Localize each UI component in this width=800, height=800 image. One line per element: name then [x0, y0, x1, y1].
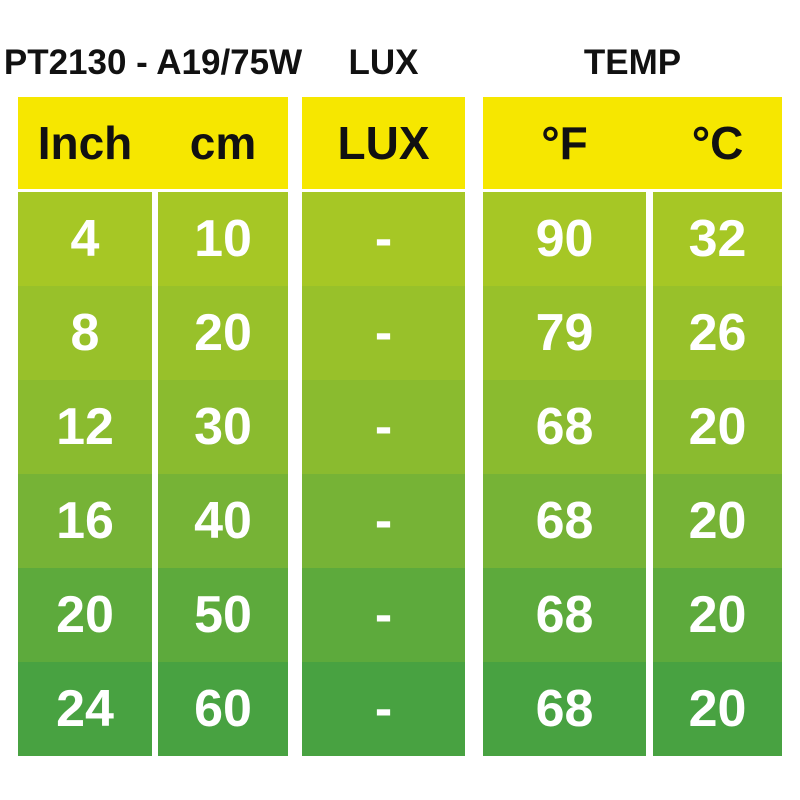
table-row: -: [302, 380, 465, 474]
table-row: 12 30: [18, 380, 288, 474]
table-row: 90 32: [483, 192, 782, 286]
temp-column-group: °F °C 90 32 79 26 68 20 68 20 68 20 68 20: [483, 97, 782, 756]
lux-rows: ------: [302, 192, 465, 756]
cell-fahrenheit-row1: 90: [483, 192, 646, 286]
cell-fahrenheit-row5: 68: [483, 568, 646, 662]
cell-celsius-row2: 26: [653, 286, 782, 380]
cell-inch-row2: 8: [18, 286, 152, 380]
celsius-column-header: °C: [691, 117, 744, 169]
cell-celsius-row1: 32: [653, 192, 782, 286]
table-row: 20 50: [18, 568, 288, 662]
temp-group-title: TEMP: [583, 43, 682, 82]
table-row: 8 20: [18, 286, 288, 380]
table-row: -: [302, 568, 465, 662]
cell-inch-row6: 24: [18, 662, 152, 756]
cell-inch-row4: 16: [18, 474, 152, 568]
table-row: 4 10: [18, 192, 288, 286]
temp-rows: 90 32 79 26 68 20 68 20 68 20 68 20: [483, 192, 782, 756]
cell-inch-row1: 4: [18, 192, 152, 286]
cm-column-header: cm: [189, 117, 257, 169]
table-row: 68 20: [483, 474, 782, 568]
cell-cm-row1: 10: [158, 192, 288, 286]
cell-lux-row5: -: [302, 568, 465, 662]
table-row: 68 20: [483, 568, 782, 662]
table-row: 16 40: [18, 474, 288, 568]
table-row: -: [302, 192, 465, 286]
cell-celsius-row4: 20: [653, 474, 782, 568]
table-row: -: [302, 286, 465, 380]
cell-celsius-row3: 20: [653, 380, 782, 474]
table-row: -: [302, 662, 465, 756]
table-row: 68 20: [483, 662, 782, 756]
lux-group-title: LUX: [348, 43, 419, 82]
inch-column-header: Inch: [37, 117, 133, 169]
cell-cm-row5: 50: [158, 568, 288, 662]
cell-fahrenheit-row2: 79: [483, 286, 646, 380]
cell-lux-row4: -: [302, 474, 465, 568]
cell-fahrenheit-row3: 68: [483, 380, 646, 474]
table-row: 68 20: [483, 380, 782, 474]
cell-fahrenheit-row6: 68: [483, 662, 646, 756]
fahrenheit-column-header: °F: [541, 117, 588, 169]
table-row: 79 26: [483, 286, 782, 380]
cell-cm-row4: 40: [158, 474, 288, 568]
cell-inch-row5: 20: [18, 568, 152, 662]
product-code-label: PT2130 - A19/75W: [3, 43, 303, 82]
lux-column-group: LUX ------: [302, 97, 465, 756]
cell-lux-row3: -: [302, 380, 465, 474]
distance-header-row: Inch cm: [18, 97, 288, 189]
lux-header-row: LUX: [302, 97, 465, 189]
cell-lux-row1: -: [302, 192, 465, 286]
distance-rows: 4 10 8 20 12 30 16 40 20 50 24 60: [18, 192, 288, 756]
cell-cm-row3: 30: [158, 380, 288, 474]
cell-lux-row2: -: [302, 286, 465, 380]
lux-column-header: LUX: [337, 117, 430, 169]
cell-lux-row6: -: [302, 662, 465, 756]
table-row: -: [302, 474, 465, 568]
cell-cm-row2: 20: [158, 286, 288, 380]
cell-celsius-row5: 20: [653, 568, 782, 662]
cell-fahrenheit-row4: 68: [483, 474, 646, 568]
cell-inch-row3: 12: [18, 380, 152, 474]
cell-celsius-row6: 20: [653, 662, 782, 756]
cell-cm-row6: 60: [158, 662, 288, 756]
table-row: 24 60: [18, 662, 288, 756]
distance-column-group: Inch cm 4 10 8 20 12 30 16 40 20 50 24 60: [18, 97, 288, 756]
temp-header-row: °F °C: [483, 97, 782, 189]
